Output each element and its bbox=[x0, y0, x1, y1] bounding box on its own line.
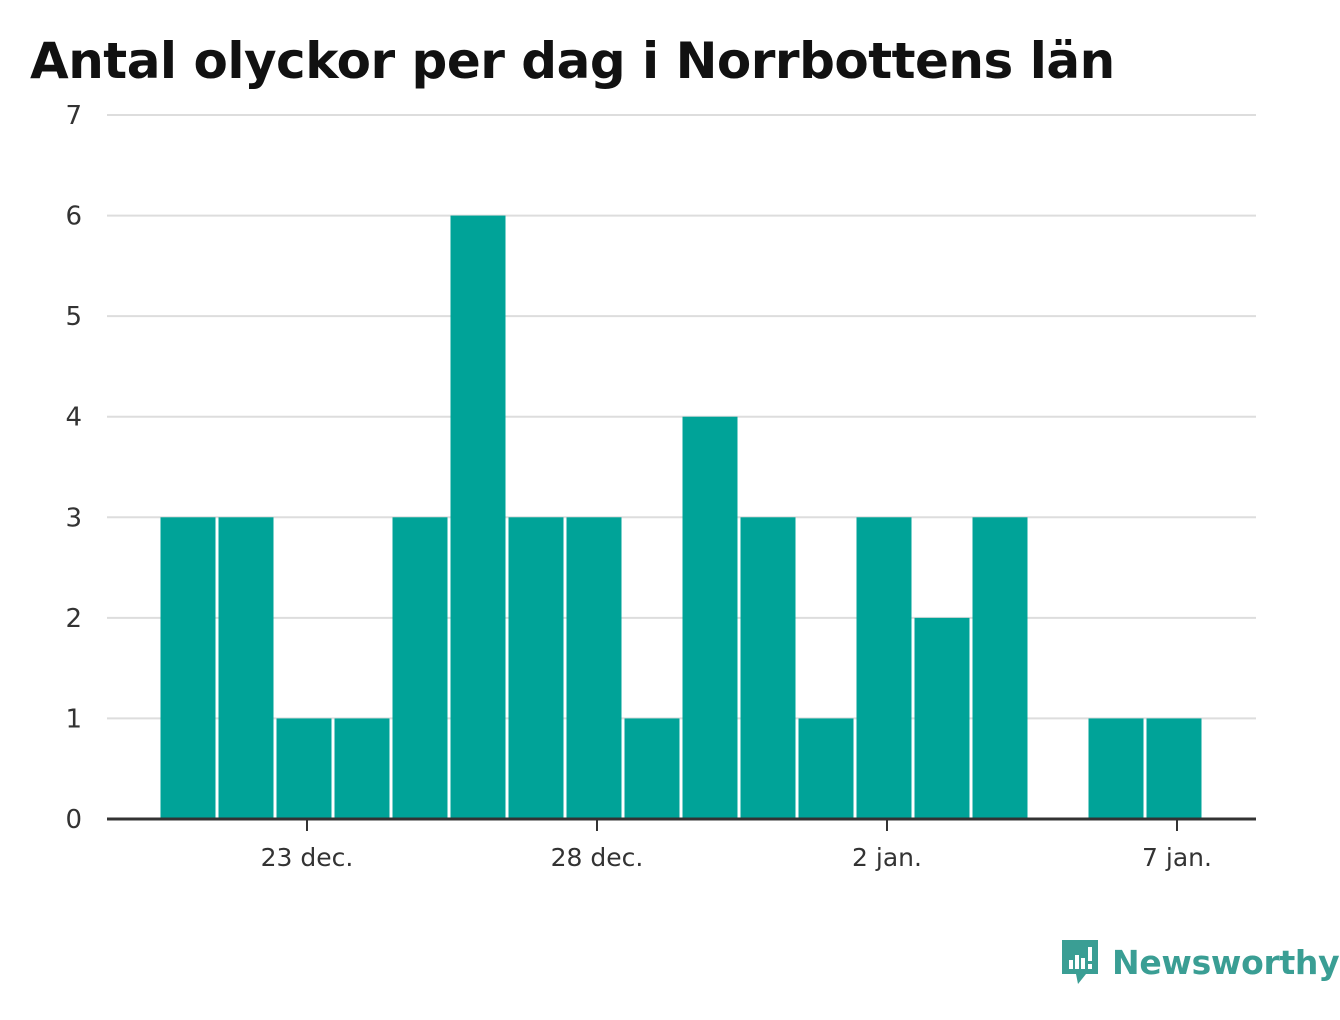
y-tick-label: 4 bbox=[65, 403, 82, 433]
bar bbox=[276, 718, 332, 819]
y-tick-label: 2 bbox=[65, 604, 82, 634]
bar bbox=[392, 517, 448, 819]
grid-lines bbox=[107, 114, 1256, 720]
y-tick-label: 3 bbox=[65, 503, 82, 533]
x-axis-ticks: 23 dec. 28 dec. 2 jan. 7 jan. bbox=[261, 819, 1212, 872]
x-tick-label: 2 jan. bbox=[852, 843, 922, 872]
brand-logo: Newsworthy bbox=[1060, 938, 1340, 986]
bar bbox=[972, 517, 1028, 819]
bar bbox=[1088, 718, 1144, 819]
bar bbox=[450, 215, 506, 820]
bar bbox=[624, 718, 680, 819]
bar bbox=[334, 718, 390, 819]
bar-chart-speech-bubble-icon bbox=[1062, 940, 1098, 984]
y-tick-label: 6 bbox=[65, 202, 82, 232]
bar bbox=[798, 718, 854, 819]
x-tick-label: 23 dec. bbox=[261, 843, 354, 872]
bar bbox=[740, 517, 796, 819]
bar bbox=[856, 517, 912, 819]
x-tick-label: 28 dec. bbox=[551, 843, 644, 872]
bar bbox=[1146, 718, 1202, 819]
y-tick-label: 0 bbox=[65, 805, 82, 835]
brand-name: Newsworthy bbox=[1112, 942, 1340, 982]
y-tick-label: 7 bbox=[65, 101, 82, 131]
x-tick-label: 7 jan. bbox=[1142, 843, 1212, 872]
bar bbox=[682, 416, 738, 819]
y-tick-label: 5 bbox=[65, 302, 82, 332]
y-tick-label: 1 bbox=[65, 704, 82, 734]
bar bbox=[508, 517, 564, 819]
bars bbox=[160, 215, 1202, 820]
bar bbox=[566, 517, 622, 819]
y-axis-ticks: 0 1 2 3 4 5 6 7 bbox=[65, 101, 82, 835]
bar bbox=[218, 517, 274, 819]
bar bbox=[160, 517, 216, 819]
bar bbox=[914, 617, 970, 819]
chart-title: Antal olyckor per dag i Norrbottens län bbox=[30, 32, 1115, 90]
